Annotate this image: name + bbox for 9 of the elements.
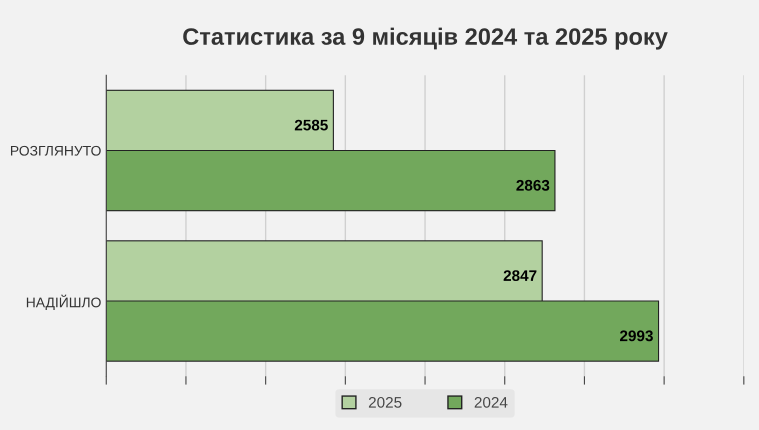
data-label: 2993 bbox=[620, 330, 653, 342]
y-tick-label: НАДІЙШЛО bbox=[26, 294, 101, 310]
data-label: 2585 bbox=[294, 120, 328, 131]
chart-title: Статистика за 9 місяців 2024 та 2025 року bbox=[183, 28, 668, 50]
y-tick-label: РОЗГЛЯНУТО bbox=[10, 146, 101, 156]
data-label: 2847 bbox=[504, 270, 536, 282]
legend-label: 2025 bbox=[368, 396, 402, 408]
data-label: 2863 bbox=[516, 180, 550, 191]
legend-label: 2024 bbox=[474, 396, 508, 408]
